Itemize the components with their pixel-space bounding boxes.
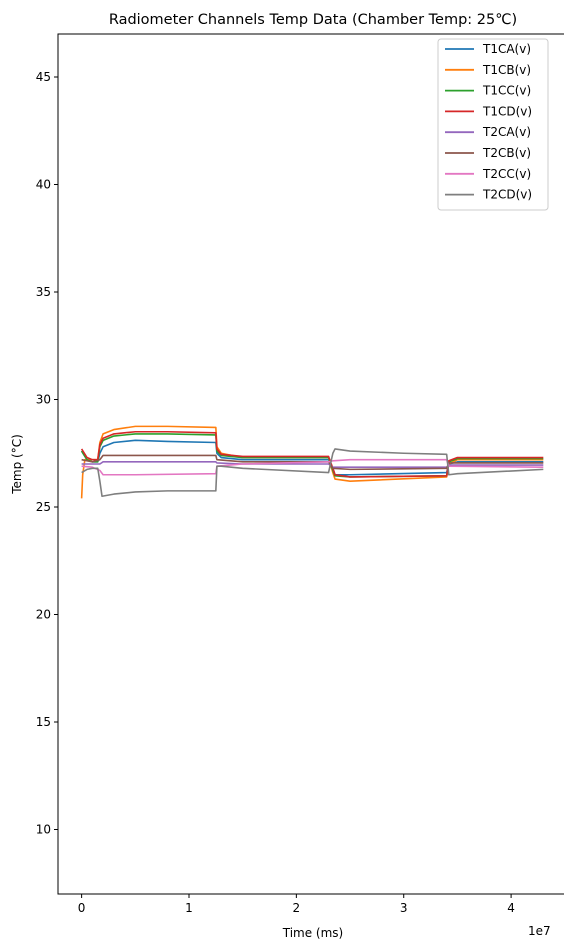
legend-label: T2CC(v) xyxy=(482,167,531,181)
y-axis: 10 15 20 25 30 35 40 45 xyxy=(36,70,58,837)
x-offset-text: 1e7 xyxy=(528,924,551,938)
legend: T1CA(v) T1CB(v) T1CC(v) T1CD(v) T2CA(v) T2CB(… xyxy=(437,38,549,211)
series-lines xyxy=(80,425,544,499)
series-line-6 xyxy=(81,458,544,476)
y-tick-label: 35 xyxy=(36,285,51,299)
legend-label: T2CD(v) xyxy=(482,188,532,202)
legend-label: T1CC(v) xyxy=(482,84,531,98)
x-axis: 0 1 2 3 4 xyxy=(78,894,515,915)
x-tick-label: 2 xyxy=(293,901,301,915)
x-tick-label: 4 xyxy=(507,901,515,915)
chart-title: Radiometer Channels Temp Data (Chamber T… xyxy=(109,12,517,28)
legend-label: T2CB(v) xyxy=(482,146,531,160)
y-tick-label: 20 xyxy=(36,608,51,622)
plot-frame xyxy=(57,33,564,895)
series-line-3 xyxy=(80,430,544,478)
y-tick-label: 40 xyxy=(36,178,51,192)
series-line-4 xyxy=(81,461,544,469)
y-tick-label: 10 xyxy=(36,823,51,837)
legend-label: T1CD(v) xyxy=(482,104,532,118)
legend-label: T1CA(v) xyxy=(482,42,531,56)
series-line-7 xyxy=(81,448,544,498)
y-tick-label: 25 xyxy=(36,500,51,514)
y-axis-label: Temp (°C) xyxy=(10,434,24,495)
series-line-5 xyxy=(81,454,544,471)
x-axis-label: Time (ms) xyxy=(282,926,344,940)
legend-frame xyxy=(437,38,549,211)
plot-area xyxy=(57,33,564,895)
x-tick-label: 3 xyxy=(400,901,408,915)
legend-label: T2CA(v) xyxy=(482,125,531,139)
y-tick-label: 30 xyxy=(36,393,51,407)
y-tick-label: 45 xyxy=(36,70,51,84)
legend-label: T1CB(v) xyxy=(482,63,531,77)
y-tick-label: 15 xyxy=(36,715,51,729)
x-tick-label: 0 xyxy=(78,901,86,915)
x-tick-label: 1 xyxy=(185,901,193,915)
